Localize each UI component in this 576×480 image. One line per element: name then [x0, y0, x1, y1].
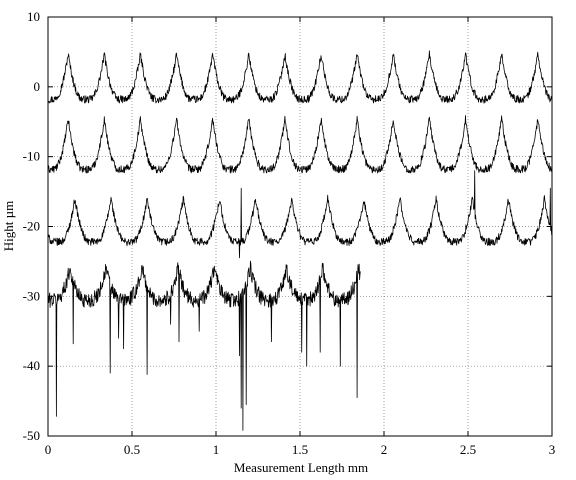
y-tick-label: 0 [34, 79, 41, 94]
x-tick-label: 3 [549, 442, 556, 457]
y-tick-label: -50 [23, 428, 40, 443]
y-axis-label: Hight µm [1, 201, 16, 251]
series-line-3 [47, 170, 553, 259]
y-tick-label: 10 [27, 9, 40, 24]
y-tick-label: -30 [23, 288, 40, 303]
tick-marks [47, 16, 553, 437]
grid-lines [48, 17, 552, 436]
y-tick-label: -10 [23, 149, 40, 164]
y-tick-labels: 10 0 -10 -20 -30 -40 -50 [23, 9, 40, 443]
y-tick-label: -40 [23, 358, 40, 373]
series-group [47, 50, 553, 431]
series-line-1 [47, 50, 553, 104]
x-tick-label: 1.5 [292, 442, 308, 457]
series-line-2 [47, 115, 553, 174]
y-tick-label: -20 [23, 219, 40, 234]
x-tick-label: 0.5 [124, 442, 140, 457]
x-tick-label: 1 [213, 442, 220, 457]
x-tick-label: 2.5 [460, 442, 476, 457]
x-tick-label: 0 [45, 442, 52, 457]
x-axis-label: Measurement Length mm [234, 460, 368, 475]
x-tick-label: 2 [381, 442, 388, 457]
x-tick-labels: 0 0.5 1 1.5 2 2.5 3 [45, 442, 556, 457]
series-line-4 [47, 260, 361, 431]
